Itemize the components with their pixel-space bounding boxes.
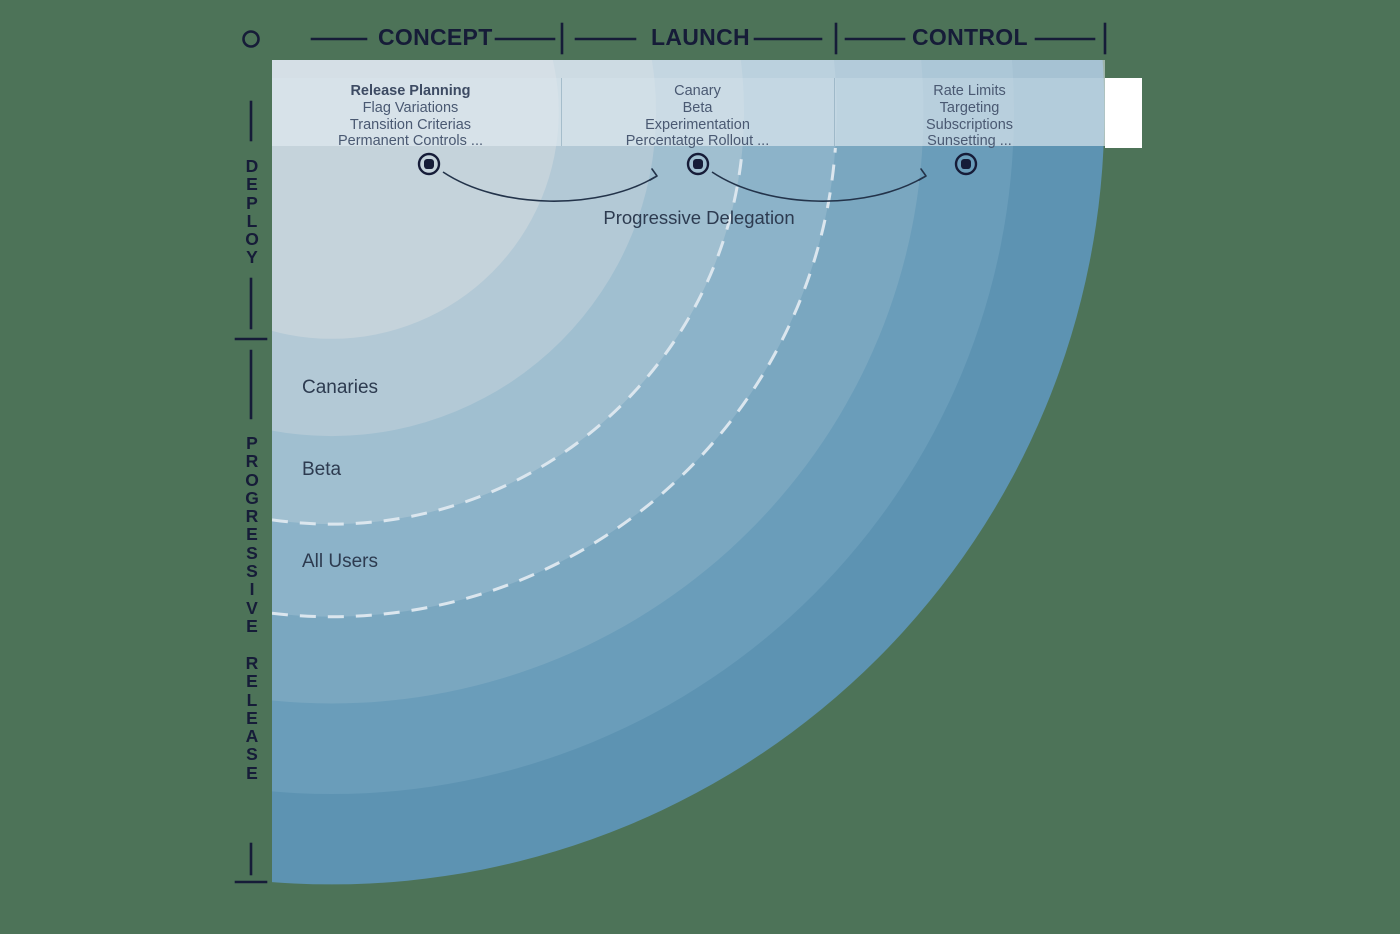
svg-text:Progressive Delegation: Progressive Delegation (603, 207, 794, 228)
